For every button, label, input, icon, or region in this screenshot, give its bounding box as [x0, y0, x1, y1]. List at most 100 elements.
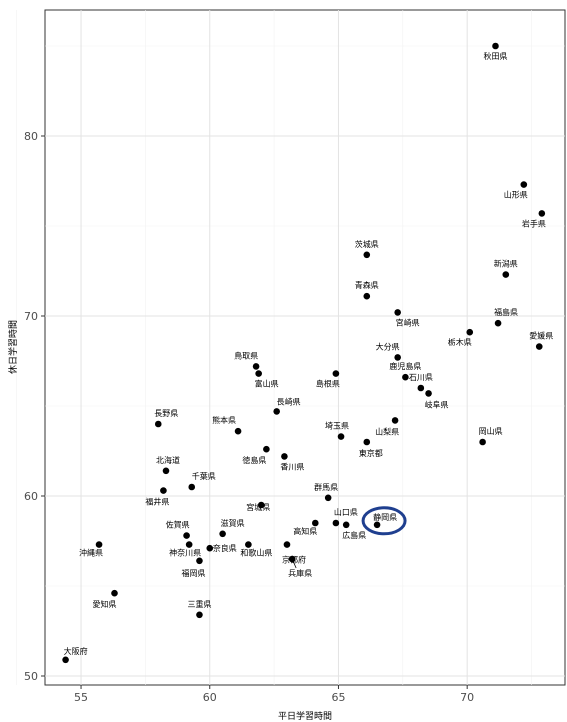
data-point	[111, 589, 118, 597]
point-label: 群馬県	[314, 482, 338, 492]
data-point	[479, 438, 486, 446]
point-label: 福井県	[145, 497, 169, 507]
data-point	[502, 271, 510, 278]
point-label: 新潟県	[494, 259, 518, 269]
x-axis-title: 平日学習時間	[278, 710, 332, 722]
data-point	[252, 363, 260, 370]
point-label: 石川県	[409, 373, 433, 382]
point-label: 茨城県	[355, 239, 379, 249]
point-label: 熊本県	[212, 415, 236, 425]
data-point	[332, 519, 340, 527]
data-point	[196, 611, 203, 619]
x-tick-label: 55	[74, 691, 88, 704]
data-point	[538, 210, 546, 217]
data-point	[394, 354, 401, 361]
point-label: 北海道	[156, 455, 180, 465]
point-label: 広島県	[342, 530, 366, 540]
point-label: 長野県	[154, 409, 178, 418]
point-label: 長崎県	[277, 396, 301, 406]
point-label: 岩手県	[522, 218, 546, 228]
data-point	[494, 319, 502, 327]
plot-panel	[44, 9, 566, 686]
data-point	[255, 370, 262, 377]
point-label: 宮城県	[246, 502, 270, 512]
point-label: 千葉県	[192, 471, 216, 481]
data-point	[283, 541, 291, 548]
point-label: 愛媛県	[529, 331, 553, 341]
data-point	[373, 521, 381, 529]
data-point	[288, 555, 296, 563]
data-points	[62, 42, 546, 664]
point-label: 福岡県	[181, 569, 205, 578]
highlight-ellipse	[361, 506, 407, 536]
point-label: 秋田県	[483, 51, 507, 61]
data-point	[160, 487, 167, 494]
point-label: 岐阜県	[425, 399, 449, 409]
data-point	[234, 427, 242, 435]
data-point	[196, 557, 203, 565]
data-point	[402, 373, 409, 381]
y-tick-label: 70	[24, 310, 38, 323]
point-label: 愛知県	[93, 599, 117, 609]
point-label: 青森県	[355, 280, 379, 290]
point-label: 山梨県	[375, 426, 399, 436]
data-point	[535, 343, 543, 350]
point-label: 山形県	[504, 190, 528, 200]
point-label: 静岡県	[373, 512, 397, 522]
point-label: 栃木県	[448, 337, 472, 347]
data-point	[492, 42, 499, 50]
point-label: 岡山県	[479, 426, 503, 436]
point-label: 福島県	[494, 307, 518, 317]
point-label: 徳島県	[242, 455, 266, 465]
data-point	[342, 521, 350, 529]
data-point	[245, 541, 252, 548]
data-point	[95, 541, 103, 548]
point-label: 京都府	[282, 555, 306, 565]
point-label: 佐賀県	[166, 520, 190, 530]
point-label: 沖縄県	[79, 548, 103, 558]
data-point	[363, 251, 371, 259]
point-label: 大分県	[376, 341, 400, 351]
data-point	[154, 420, 162, 428]
point-label: 香川県	[280, 461, 304, 471]
axis-ticks: 55 60 65 70 50 60 70 80	[24, 130, 474, 704]
data-point	[62, 656, 69, 664]
point-label: 富山県	[255, 379, 279, 389]
point-label: 鳥取県	[234, 350, 258, 360]
point-label: 神奈川県	[169, 548, 201, 558]
data-point	[311, 519, 319, 527]
y-axis-title: 休日学習時間	[7, 320, 19, 374]
data-point	[363, 438, 371, 446]
data-point	[206, 544, 214, 552]
data-point	[363, 292, 371, 300]
point-label: 宮崎県	[396, 317, 420, 327]
data-point	[263, 445, 270, 453]
data-point	[185, 541, 193, 548]
data-point	[466, 328, 474, 336]
data-point	[337, 433, 345, 440]
point-label: 奈良県	[213, 543, 237, 553]
data-point	[281, 453, 288, 460]
data-point	[332, 370, 340, 377]
grid-lines	[16, 10, 565, 685]
data-point	[425, 390, 432, 397]
data-point	[391, 417, 399, 424]
y-tick-label: 60	[24, 490, 38, 503]
point-label: 大阪府	[64, 646, 88, 656]
point-label: 高知県	[293, 526, 317, 536]
x-tick-label: 65	[331, 691, 345, 704]
point-label: 和歌山県	[240, 548, 272, 558]
data-point	[417, 384, 425, 392]
data-point	[394, 309, 401, 316]
data-point	[257, 501, 265, 509]
y-tick-label: 80	[24, 130, 38, 143]
x-tick-label: 60	[203, 691, 217, 704]
data-point	[520, 181, 528, 188]
point-label: 島根県	[316, 379, 340, 389]
point-label: 滋賀県	[221, 518, 245, 528]
point-label: 埼玉県	[325, 421, 349, 431]
data-point	[162, 467, 170, 475]
